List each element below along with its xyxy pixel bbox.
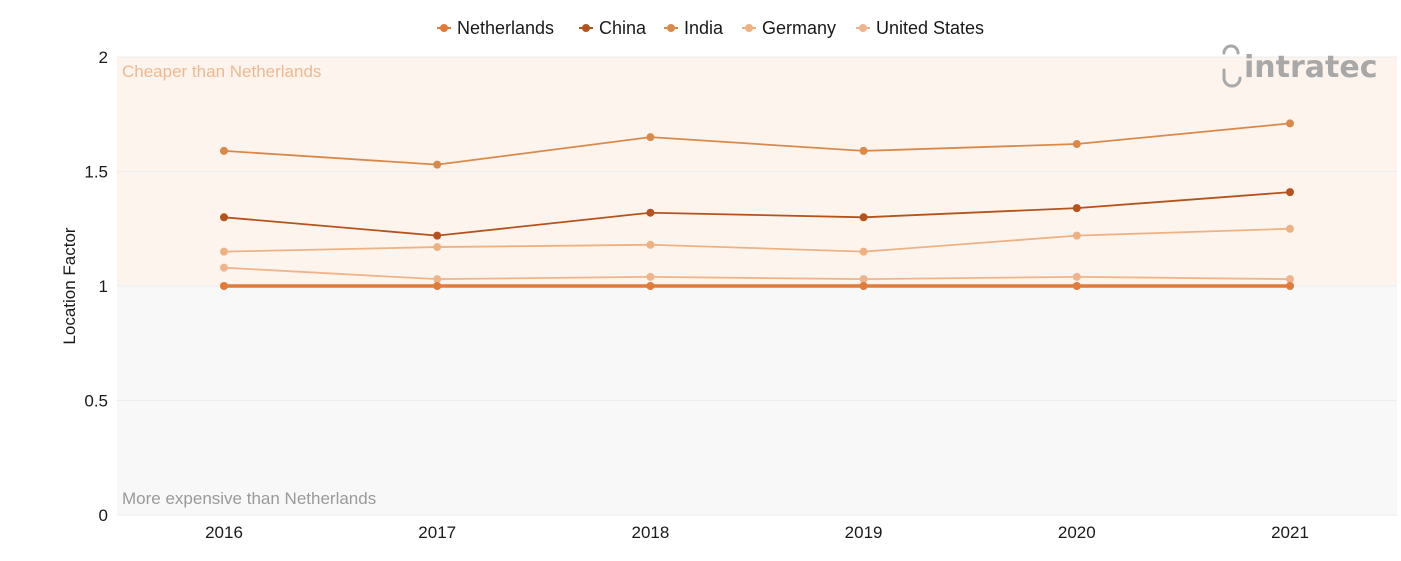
y-axis-title: Location Factor <box>60 227 79 345</box>
legend-swatch-marker <box>440 24 448 32</box>
data-point <box>1286 224 1294 233</box>
series-germany <box>220 224 1294 256</box>
x-tick-label: 2021 <box>1271 523 1309 542</box>
series-lines <box>220 119 1294 290</box>
series-india <box>220 119 1294 169</box>
legend-swatch-marker <box>859 24 867 32</box>
data-point <box>646 133 655 142</box>
data-point <box>220 263 228 272</box>
series-line <box>223 191 1291 237</box>
y-tick-label: 2 <box>99 48 108 67</box>
data-point <box>646 208 655 217</box>
data-point <box>220 213 228 222</box>
logo-mark-icon <box>1222 44 1242 88</box>
series-united-states <box>220 263 1294 284</box>
legend-label: Netherlands <box>457 18 554 38</box>
data-point <box>1072 140 1081 149</box>
data-point <box>1286 275 1294 284</box>
data-point <box>433 160 442 169</box>
data-point <box>646 282 655 290</box>
data-point <box>1072 204 1081 213</box>
series-china <box>220 188 1294 240</box>
data-point <box>859 146 868 155</box>
series-netherlands <box>220 282 1294 290</box>
data-point <box>220 146 228 155</box>
data-point <box>1072 231 1081 240</box>
data-point <box>1286 282 1294 290</box>
legend-label: United States <box>876 18 984 38</box>
y-tick-label: 0.5 <box>84 392 108 411</box>
legend-label: China <box>599 18 647 38</box>
intratec-logo: intratec <box>1222 44 1378 88</box>
data-point <box>1072 282 1081 290</box>
upper-region-label: Cheaper than Netherlands <box>122 62 321 81</box>
data-point <box>859 247 868 256</box>
data-point <box>859 282 868 290</box>
data-point <box>859 275 868 284</box>
lower-region-label: More expensive than Netherlands <box>122 489 376 508</box>
logo-text: intratec <box>1244 50 1378 85</box>
y-tick-label: 1.5 <box>84 163 108 182</box>
x-axis-ticks: 2016 2017 2018 2019 2020 2021 <box>205 523 1309 542</box>
data-point <box>646 240 655 249</box>
data-point <box>1286 119 1294 128</box>
region-labels: Cheaper than Netherlands More expensive … <box>122 62 376 508</box>
data-point <box>433 231 442 240</box>
data-point <box>433 275 442 284</box>
data-point <box>646 272 655 281</box>
data-point <box>1072 272 1081 281</box>
x-tick-label: 2019 <box>845 523 883 542</box>
series-line <box>223 122 1291 166</box>
legend-item-netherlands[interactable]: Netherlands <box>437 18 554 38</box>
legend-item-germany[interactable]: Germany <box>742 18 836 38</box>
legend-swatch-marker <box>582 24 590 32</box>
legend-swatch-marker <box>745 24 753 32</box>
y-axis-ticks: 0 0.5 1 1.5 2 <box>84 48 108 525</box>
data-point <box>220 247 228 256</box>
data-point <box>433 282 442 290</box>
x-tick-label: 2017 <box>418 523 456 542</box>
y-tick-label: 0 <box>99 506 108 525</box>
series-line <box>223 266 1291 281</box>
x-tick-label: 2016 <box>205 523 243 542</box>
series-line <box>223 227 1291 253</box>
legend[interactable]: Netherlands China India Germany United State… <box>437 18 984 38</box>
y-tick-label: 1 <box>99 277 108 296</box>
legend-item-india[interactable]: India <box>664 18 724 38</box>
legend-item-united-states[interactable]: United States <box>856 18 984 38</box>
data-point <box>1286 188 1294 197</box>
data-point <box>220 282 228 290</box>
legend-label: India <box>684 18 724 38</box>
data-point <box>433 243 442 252</box>
x-tick-label: 2020 <box>1058 523 1096 542</box>
legend-label: Germany <box>762 18 836 38</box>
data-point <box>859 213 868 222</box>
legend-swatch-marker <box>667 24 675 32</box>
x-tick-label: 2018 <box>631 523 669 542</box>
legend-item-china[interactable]: China <box>579 18 647 38</box>
